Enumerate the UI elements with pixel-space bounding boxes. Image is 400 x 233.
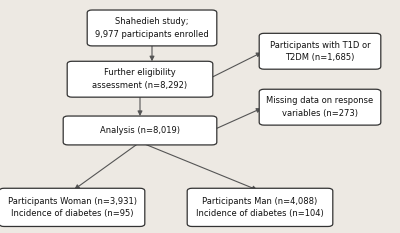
FancyBboxPatch shape [87, 10, 217, 46]
FancyBboxPatch shape [259, 33, 381, 69]
Text: Shahedieh study;
9,977 participants enrolled: Shahedieh study; 9,977 participants enro… [95, 17, 209, 39]
FancyBboxPatch shape [63, 116, 217, 145]
FancyBboxPatch shape [0, 188, 145, 226]
Text: Participants with T1D or
T2DM (n=1,685): Participants with T1D or T2DM (n=1,685) [270, 41, 370, 62]
Text: Participants Man (n=4,088)
Incidence of diabetes (n=104): Participants Man (n=4,088) Incidence of … [196, 197, 324, 218]
Text: Further eligibility
assessment (n=8,292): Further eligibility assessment (n=8,292) [92, 69, 188, 90]
Text: Participants Woman (n=3,931)
Incidence of diabetes (n=95): Participants Woman (n=3,931) Incidence o… [8, 197, 136, 218]
FancyBboxPatch shape [67, 61, 213, 97]
FancyBboxPatch shape [259, 89, 381, 125]
Text: Analysis (n=8,019): Analysis (n=8,019) [100, 126, 180, 135]
Text: Missing data on response
variables (n=273): Missing data on response variables (n=27… [266, 96, 374, 118]
FancyBboxPatch shape [187, 188, 333, 226]
